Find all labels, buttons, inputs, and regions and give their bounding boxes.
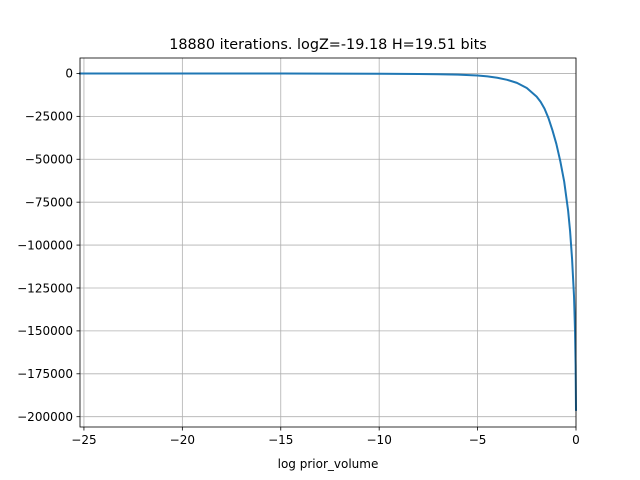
y-tick-label: −125000: [17, 281, 73, 295]
x-tick-label: 0: [572, 433, 580, 447]
ticks: −25 −20 −15 −10 −5 0 0 −25000 −50000 −75000 −10000…: [17, 67, 580, 447]
x-tick-label: −15: [268, 433, 293, 447]
grid: [80, 58, 577, 427]
x-tick-label: −10: [367, 433, 392, 447]
y-tick-label: −200000: [17, 410, 73, 424]
series-layer: [78, 72, 578, 411]
plot-frame: [79, 57, 577, 428]
y-tick-label: −100000: [17, 238, 73, 252]
x-axis-label: log prior_volume: [278, 457, 379, 471]
y-tick-label: −25000: [25, 110, 73, 124]
chart-title: 18880 iterations. logZ=-19.18 H=19.51 bi…: [169, 37, 487, 53]
y-tick-label: −50000: [25, 153, 73, 167]
x-tick-label: −20: [170, 433, 195, 447]
y-tick-label: −75000: [25, 195, 73, 209]
y-tick-label: −175000: [17, 367, 73, 381]
series-line: [78, 72, 578, 411]
x-tick-label: −5: [469, 433, 487, 447]
y-tick-label: 0: [65, 67, 73, 81]
x-tick-label: −25: [71, 433, 96, 447]
plot-area: [80, 58, 576, 427]
y-tick-label: −150000: [17, 324, 73, 338]
